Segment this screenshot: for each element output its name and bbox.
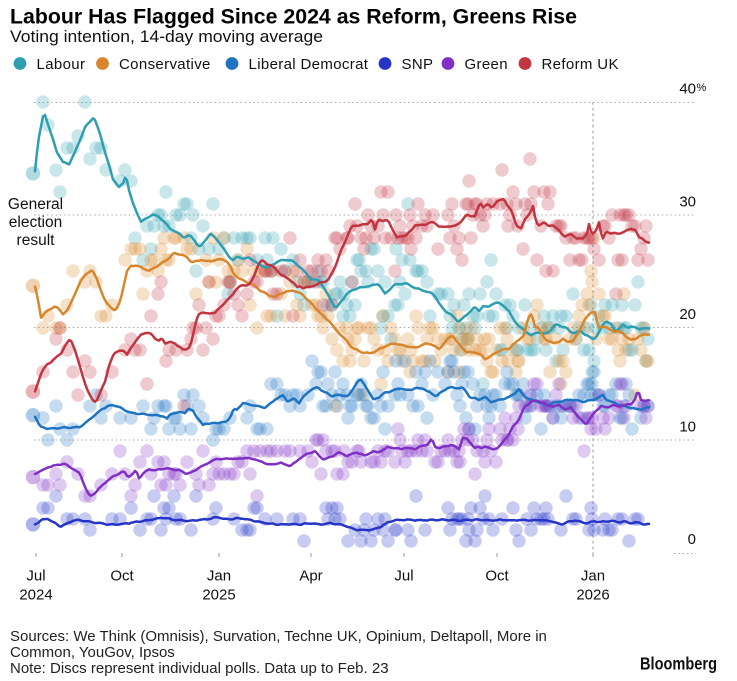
svg-text:Jan: Jan — [581, 568, 605, 585]
svg-text:Bloomberg: Bloomberg — [640, 654, 717, 674]
svg-text:Reform UK: Reform UK — [542, 56, 619, 73]
svg-text:SNP: SNP — [402, 56, 434, 73]
svg-text:election: election — [9, 214, 62, 231]
svg-text:Labour: Labour — [37, 56, 86, 73]
svg-text:Jul: Jul — [26, 568, 45, 585]
svg-text:General: General — [8, 196, 63, 213]
svg-text:Liberal Democrat: Liberal Democrat — [249, 56, 369, 73]
svg-text:30: 30 — [679, 194, 696, 211]
svg-text:0: 0 — [688, 531, 696, 548]
svg-text:10: 10 — [679, 419, 696, 436]
svg-text:Oct: Oct — [485, 568, 509, 585]
svg-text:2024: 2024 — [19, 587, 52, 604]
svg-text:Green: Green — [465, 56, 508, 73]
svg-text:Common, YouGov, Ipsos: Common, YouGov, Ipsos — [10, 644, 175, 661]
svg-text:2025: 2025 — [202, 587, 235, 604]
svg-text:Oct: Oct — [110, 568, 134, 585]
svg-text:Apr: Apr — [299, 568, 322, 585]
svg-text:%: % — [697, 82, 707, 94]
svg-text:Note: Discs represent individu: Note: Discs represent individual polls. … — [10, 660, 389, 677]
svg-text:Sources: We Think (Omnisis), S: Sources: We Think (Omnisis), Survation, … — [10, 628, 547, 645]
svg-text:Jul: Jul — [394, 568, 413, 585]
svg-text:Voting intention, 14-day movin: Voting intention, 14-day moving average — [10, 28, 323, 46]
svg-text:Conservative: Conservative — [119, 56, 211, 73]
svg-text:40: 40 — [679, 81, 696, 98]
svg-text:2026: 2026 — [576, 587, 609, 604]
svg-text:result: result — [17, 232, 56, 249]
svg-text:20: 20 — [679, 306, 696, 323]
svg-text:Jan: Jan — [207, 568, 231, 585]
svg-text:Labour Has Flagged Since 2024: Labour Has Flagged Since 2024 as Reform,… — [10, 6, 577, 29]
